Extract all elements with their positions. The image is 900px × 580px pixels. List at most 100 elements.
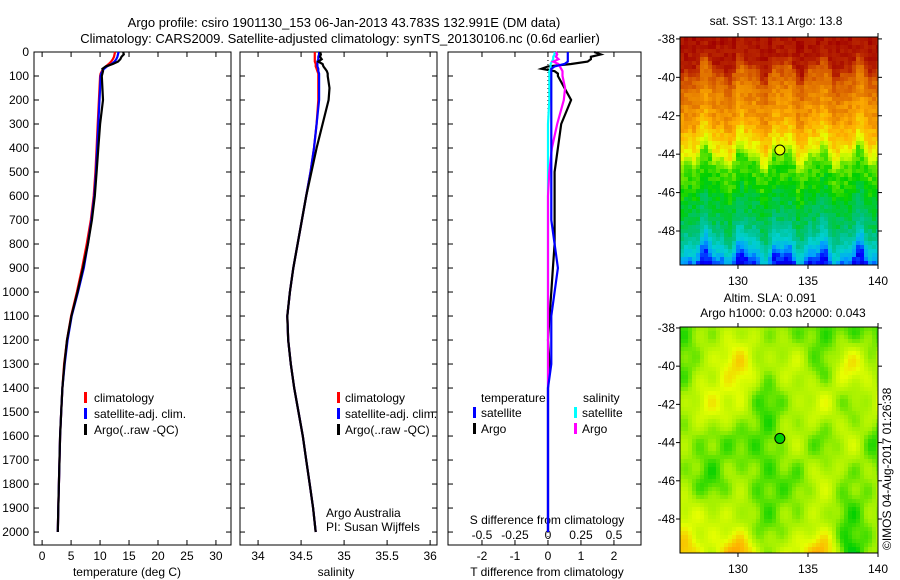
- sla-map-cell: [768, 363, 773, 368]
- sla-map-cell: [876, 355, 879, 360]
- sst-map-cell: [872, 141, 877, 146]
- sst-map-cell: [760, 161, 765, 166]
- sla-map-cell: [680, 359, 685, 364]
- sst-map-cell: [684, 185, 689, 190]
- sst-map-cell: [844, 161, 849, 166]
- sla-map-cell: [724, 351, 729, 356]
- sla-map-cell: [848, 331, 853, 336]
- sst-map-cell: [828, 49, 833, 54]
- sst-map-cell: [732, 257, 737, 262]
- sst-map-cell: [756, 89, 761, 94]
- sst-map-cell: [764, 177, 769, 182]
- sst-map-cell: [820, 153, 825, 158]
- sst-map-cell: [688, 137, 693, 142]
- sla-map-cell: [704, 403, 709, 408]
- x-tick-label: 35: [337, 549, 351, 563]
- sla-map-cell: [836, 335, 841, 340]
- sla-map-cell: [704, 407, 709, 412]
- sst-map-cell: [840, 125, 845, 130]
- sla-map-cell: [696, 471, 701, 476]
- sla-map-cell: [840, 383, 845, 388]
- sst-map-cell: [780, 181, 785, 186]
- sst-map-cell: [844, 77, 849, 82]
- sla-map-cell: [824, 387, 829, 392]
- map-title: sat. SST: 13.1 Argo: 13.8: [710, 14, 843, 28]
- sst-map-cell: [700, 49, 705, 54]
- sla-map-cell: [868, 447, 873, 452]
- sla-map-cell: [736, 387, 741, 392]
- sst-map-cell: [684, 189, 689, 194]
- sst-map-cell: [804, 49, 809, 54]
- sla-map-cell: [776, 427, 781, 432]
- sst-map-cell: [844, 125, 849, 130]
- sst-map-cell: [860, 257, 865, 262]
- sla-map-cell: [860, 339, 865, 344]
- sst-map-cell: [696, 221, 701, 226]
- sst-map-cell: [728, 65, 733, 70]
- y-tick-label: 1900: [2, 501, 29, 515]
- sst-map-cell: [808, 209, 813, 214]
- sst-map-cell: [696, 249, 701, 254]
- sla-map-cell: [800, 407, 805, 412]
- sla-map-cell: [812, 411, 817, 416]
- sla-map-cell: [756, 395, 761, 400]
- sst-map-cell: [868, 105, 873, 110]
- sst-map-cell: [680, 197, 685, 202]
- sla-map-cell: [780, 331, 785, 336]
- sla-map-cell: [872, 459, 877, 464]
- sst-map-cell: [724, 177, 729, 182]
- sst-map-cell: [748, 137, 753, 142]
- sla-map-cell: [808, 363, 813, 368]
- sst-map-cell: [720, 133, 725, 138]
- sla-map-cell: [840, 379, 845, 384]
- sst-map-cell: [740, 81, 745, 86]
- sla-map-cell: [804, 447, 809, 452]
- sst-map-cell: [772, 253, 777, 258]
- sst-map-cell: [764, 149, 769, 154]
- sst-map-cell: [724, 225, 729, 230]
- sla-map-cell: [720, 463, 725, 468]
- sst-map-cell: [784, 237, 789, 242]
- sst-map-cell: [712, 153, 717, 158]
- sla-map-cell: [876, 455, 879, 460]
- sst-map-cell: [772, 173, 777, 178]
- sla-map-cell: [852, 339, 857, 344]
- sst-map-cell: [752, 205, 757, 210]
- sst-map-cell: [868, 261, 873, 266]
- sla-map-cell: [800, 363, 805, 368]
- sst-map-cell: [716, 157, 721, 162]
- sst-map-cell: [736, 41, 741, 46]
- sst-map-cell: [864, 85, 869, 90]
- sla-map-cell: [744, 367, 749, 372]
- sst-map-cell: [744, 85, 749, 90]
- sla-map-cell: [828, 331, 833, 336]
- sst-map-cell: [864, 137, 869, 142]
- sst-map-cell: [740, 101, 745, 106]
- sla-map-cell: [756, 407, 761, 412]
- sst-map-cell: [792, 241, 797, 246]
- sst-map-cell: [768, 177, 773, 182]
- sst-map-cell: [832, 81, 837, 86]
- sst-map-cell: [804, 37, 809, 42]
- sla-map-cell: [788, 471, 793, 476]
- sst-map-cell: [696, 233, 701, 238]
- sst-map-cell: [800, 93, 805, 98]
- sst-map-cell: [844, 61, 849, 66]
- sla-map-cell: [812, 383, 817, 388]
- sst-map-cell: [728, 89, 733, 94]
- sst-map-cell: [868, 169, 873, 174]
- sla-map-cell: [704, 439, 709, 444]
- sla-map-cell: [788, 411, 793, 416]
- sst-map-cell: [704, 237, 709, 242]
- sst-map-cell: [680, 153, 685, 158]
- sst-map-cell: [772, 169, 777, 174]
- sst-map-cell: [840, 249, 845, 254]
- sla-map-cell: [728, 387, 733, 392]
- sla-map-cell: [860, 383, 865, 388]
- sst-map-cell: [812, 61, 817, 66]
- sla-map-cell: [732, 343, 737, 348]
- sst-map-cell: [844, 177, 849, 182]
- sst-map-cell: [828, 181, 833, 186]
- sst-map-cell: [804, 253, 809, 258]
- sst-map-cell: [744, 157, 749, 162]
